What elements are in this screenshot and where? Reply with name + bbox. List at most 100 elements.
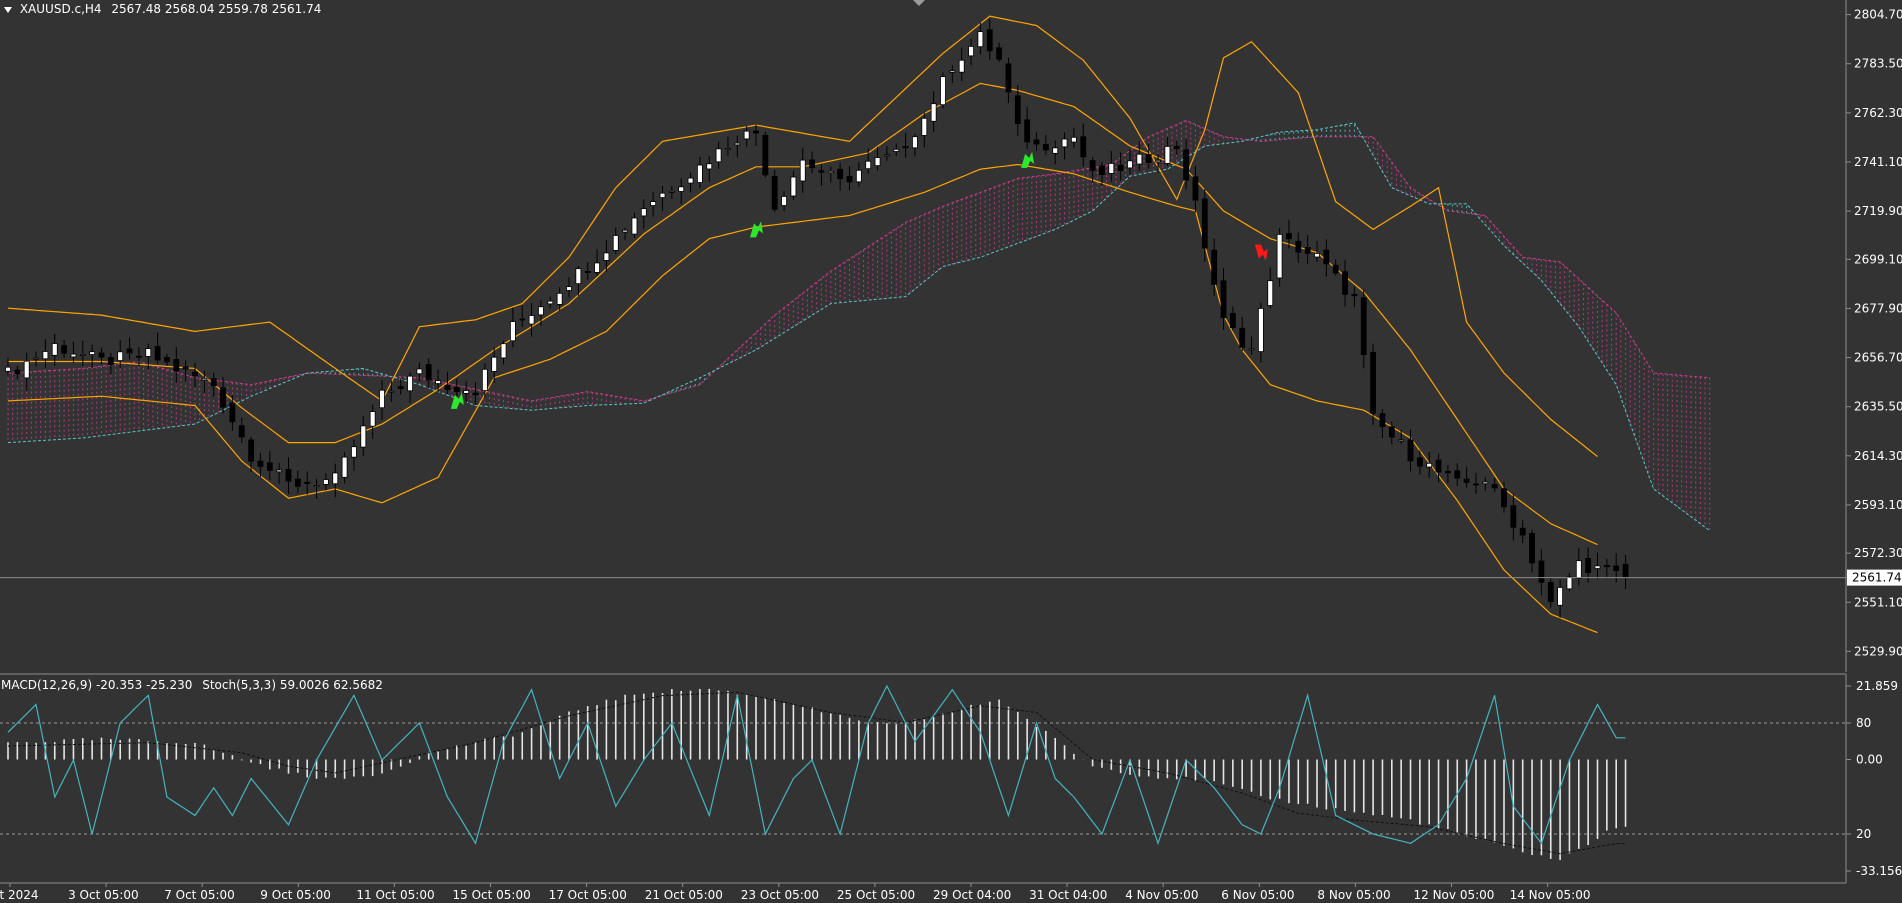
candle-body (968, 45, 974, 57)
candle-body (893, 148, 900, 152)
candle-body (472, 392, 479, 396)
candle-body (397, 386, 404, 390)
candle-body (846, 175, 853, 183)
candle-body (360, 425, 367, 448)
candle-body (1005, 63, 1012, 93)
candle-body (940, 76, 946, 106)
candle-body (481, 368, 488, 392)
candle-body (1033, 139, 1040, 145)
candle-body (1332, 264, 1339, 274)
candle-body (61, 345, 67, 354)
candle-body (229, 402, 236, 423)
price-tick-label: 2719.90 (1854, 204, 1902, 218)
candle-body (51, 343, 58, 356)
candle-body (1351, 294, 1358, 297)
candle-body (1473, 483, 1479, 486)
candle-body (1435, 459, 1442, 473)
candle-body (1360, 297, 1367, 355)
candle-body (1426, 462, 1433, 468)
candle-body (126, 348, 133, 354)
time-tick-label: 3 Oct 05:00 (68, 888, 139, 902)
cloud-span-a (7, 119, 1710, 402)
time-tick-label: 25 Oct 05:00 (837, 888, 915, 902)
candle-body (1594, 565, 1601, 569)
candle-body (1173, 145, 1180, 150)
candle-body (313, 485, 320, 488)
candle-body (1575, 560, 1582, 579)
current-price-label: 2561.74 (1852, 571, 1902, 585)
candle-body (622, 229, 628, 233)
candle-body (594, 262, 600, 273)
candle-body (1248, 348, 1255, 351)
candle-body (304, 481, 311, 484)
candle-body (659, 192, 666, 199)
candle-body (612, 235, 619, 251)
candle-body (837, 168, 844, 180)
candle-body (1295, 240, 1302, 253)
candles (5, 19, 1629, 618)
time-tick-label: 11 Oct 05:00 (356, 888, 434, 902)
candle-body (1014, 95, 1021, 124)
candle-body (1510, 505, 1517, 528)
candle-body (1454, 470, 1461, 479)
oscillator-pane: 21.859 80 0.00 20 -33.156 (0, 673, 1902, 883)
candle-body (575, 268, 582, 285)
candle-body (1099, 165, 1105, 175)
candle-body (1613, 565, 1620, 571)
candle-body (697, 164, 703, 183)
time-tick-label: 8 Nov 05:00 (1317, 888, 1390, 902)
candle-body (182, 366, 189, 370)
candle-body (322, 479, 329, 485)
candle-body (884, 154, 890, 157)
candle-body (164, 357, 170, 363)
time-tick-label: 23 Oct 05:00 (741, 888, 819, 902)
time-tick-label: 4 Nov 05:00 (1125, 888, 1198, 902)
candle-body (388, 390, 395, 393)
candle-body (1258, 308, 1264, 353)
candle-body (285, 468, 292, 482)
candle-body (1482, 481, 1489, 485)
price-tick-label: 2635.50 (1854, 400, 1902, 414)
candle-body (678, 186, 685, 192)
stoch-label: Stoch(5,3,3) 59.0026 62.5682 (202, 678, 383, 692)
sell-arrow-icon (1254, 244, 1268, 261)
candle-body (1603, 564, 1610, 568)
time-tick-label: 12 Nov 05:00 (1414, 888, 1495, 902)
candle-body (294, 478, 301, 487)
chevron-down-icon[interactable] (4, 6, 12, 13)
candle-body (1089, 160, 1096, 171)
candle-body (790, 176, 797, 197)
candle-body (1314, 253, 1320, 258)
price-tick-label: 2551.10 (1854, 595, 1902, 609)
candle-body (332, 472, 339, 485)
scroll-marker-icon (913, 0, 925, 6)
bollinger-upper (7, 15, 1598, 457)
candle-body (369, 411, 376, 427)
candle-body (220, 387, 226, 408)
candle-body (79, 354, 86, 356)
candle-body (1491, 484, 1498, 489)
signal-arrows (450, 151, 1268, 409)
time-tick-label: 31 Oct 04:00 (1029, 888, 1107, 902)
candle-body (650, 201, 657, 206)
candle-body (23, 360, 30, 379)
candle-body (827, 170, 834, 174)
time-tick-label: 17 Oct 05:00 (549, 888, 627, 902)
time-tick-label: 6 Nov 05:00 (1221, 888, 1294, 902)
time-tick-label: 7 Oct 05:00 (164, 888, 235, 902)
candle-body (781, 196, 787, 206)
candle-body (266, 462, 273, 471)
candle-body (1192, 176, 1199, 201)
candle-body (631, 217, 638, 235)
candle-body (1398, 439, 1405, 442)
candle-body (771, 176, 778, 210)
ichimoku-cloud (7, 119, 1711, 532)
price-tick-label: 2572.30 (1854, 546, 1902, 560)
candle-body (33, 357, 39, 360)
candle-body (453, 387, 460, 392)
candle-body (1117, 164, 1124, 172)
candle-body (902, 146, 909, 149)
candle-body (1136, 153, 1143, 165)
candle-body (238, 425, 245, 438)
